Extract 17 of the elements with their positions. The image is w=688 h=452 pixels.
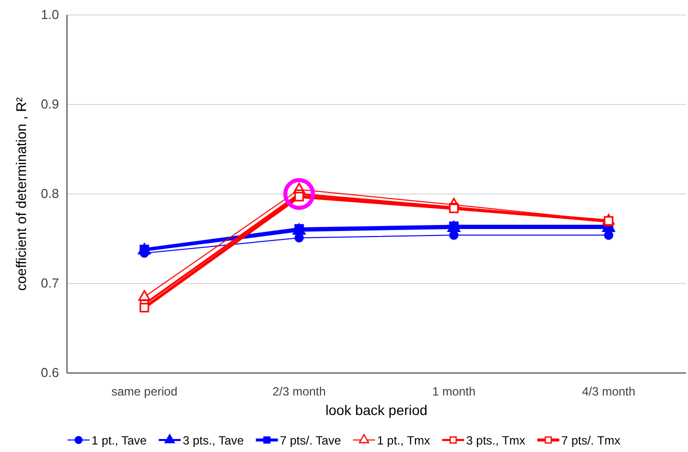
y-tick-label: 0.9 xyxy=(40,96,59,112)
y-tick-label: 1.0 xyxy=(40,7,59,22)
legend-label: 3 pts., Tmx xyxy=(466,434,526,448)
x-axis-title: look back period xyxy=(326,402,428,418)
x-tick-label: 2/3 month xyxy=(272,384,326,399)
legend-label: 7 pts/. Tave xyxy=(280,434,342,448)
y-axis-title: coefficient of determination , R² xyxy=(13,96,29,291)
x-tick-label: 4/3 month xyxy=(582,384,636,399)
x-tick-label: same period xyxy=(111,384,178,399)
y-tick-label: 0.7 xyxy=(40,276,59,291)
y-tick-label: 0.8 xyxy=(40,186,59,202)
legend-label: 3 pts., Tave xyxy=(182,434,244,448)
y-tick-label: 0.6 xyxy=(40,365,59,380)
x-tick-label: 1 month xyxy=(432,384,476,399)
legend-label: 7 pts/. Tmx xyxy=(561,434,620,448)
legend-label: 1 pt., Tave xyxy=(92,434,148,448)
legend-label: 1 pt., Tmx xyxy=(377,434,430,448)
